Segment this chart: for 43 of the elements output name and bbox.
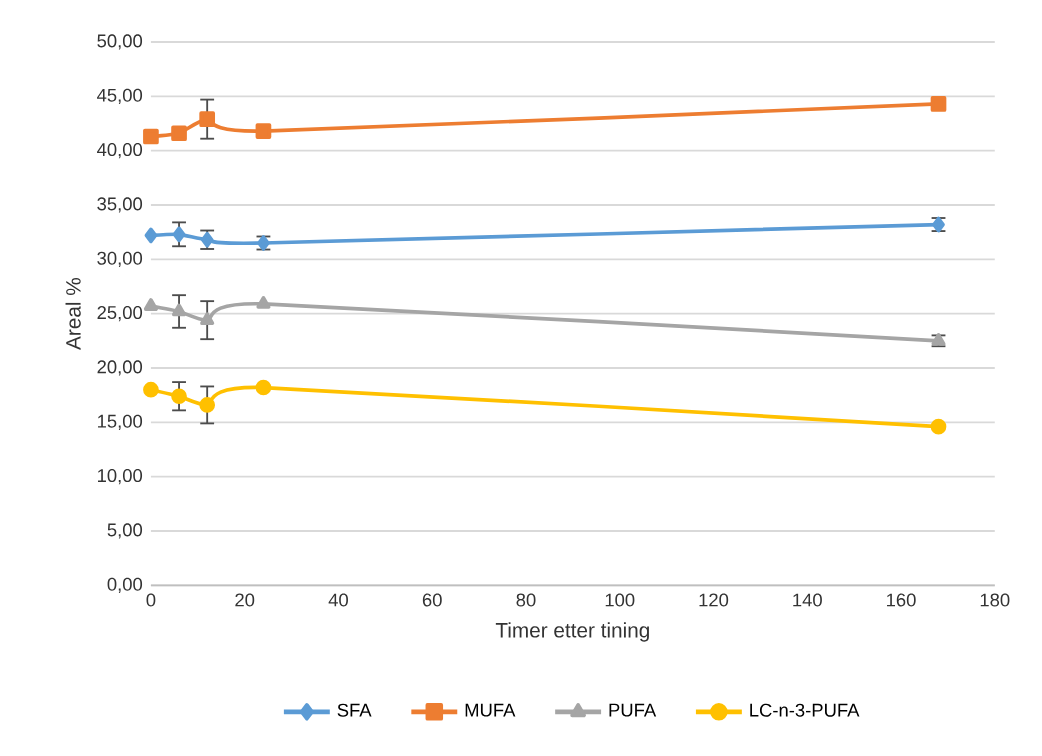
y-tick-label: 25,00 [97,306,143,322]
y-tick-label: 20,00 [97,360,143,376]
legend-label: PUFA [609,703,657,717]
point [143,381,159,398]
x-tick-label: 120 [699,593,729,607]
y-tick-label: 5,00 [107,523,143,539]
y-tick-label: 15,00 [98,414,143,430]
point [172,303,187,317]
point [200,312,215,326]
point [199,111,216,128]
point [144,227,158,244]
x-tick-label: 140 [793,593,822,607]
point [171,125,187,142]
x-tick-label: 100 [605,593,635,607]
point [143,128,159,145]
x-tick-label: 0 [146,593,156,607]
y-tick-label: 10,00 [98,469,143,485]
y-tick-label: 40,00 [97,143,143,159]
x-tick-label: 80 [516,593,536,607]
x-tick-label: 180 [980,593,1010,607]
y-tick-label: 50,00 [97,34,143,50]
legend-label: LC-n-3-PUFA [750,703,860,717]
y-axis-title: Areal % [65,278,81,350]
point [255,123,272,139]
y-tick-label: 0,00 [107,577,143,593]
y-tick-label: 35,00 [97,197,143,213]
point [255,379,272,396]
y-tick-label: 30,00 [97,251,143,267]
x-axis-title: Timer etter tining [495,622,649,642]
point [171,388,187,405]
point [199,397,216,413]
point [256,296,271,309]
legend-label: MUFA [465,703,516,717]
legend-label: SFA [337,703,372,717]
point [930,96,947,112]
x-tick-label: 160 [887,593,916,607]
y-tick-label: 45,00 [97,88,143,104]
point [930,418,947,435]
x-tick-label: 40 [328,593,348,607]
x-tick-label: 20 [235,593,255,607]
point [143,298,158,311]
point [172,226,186,243]
x-tick-label: 60 [422,593,442,607]
